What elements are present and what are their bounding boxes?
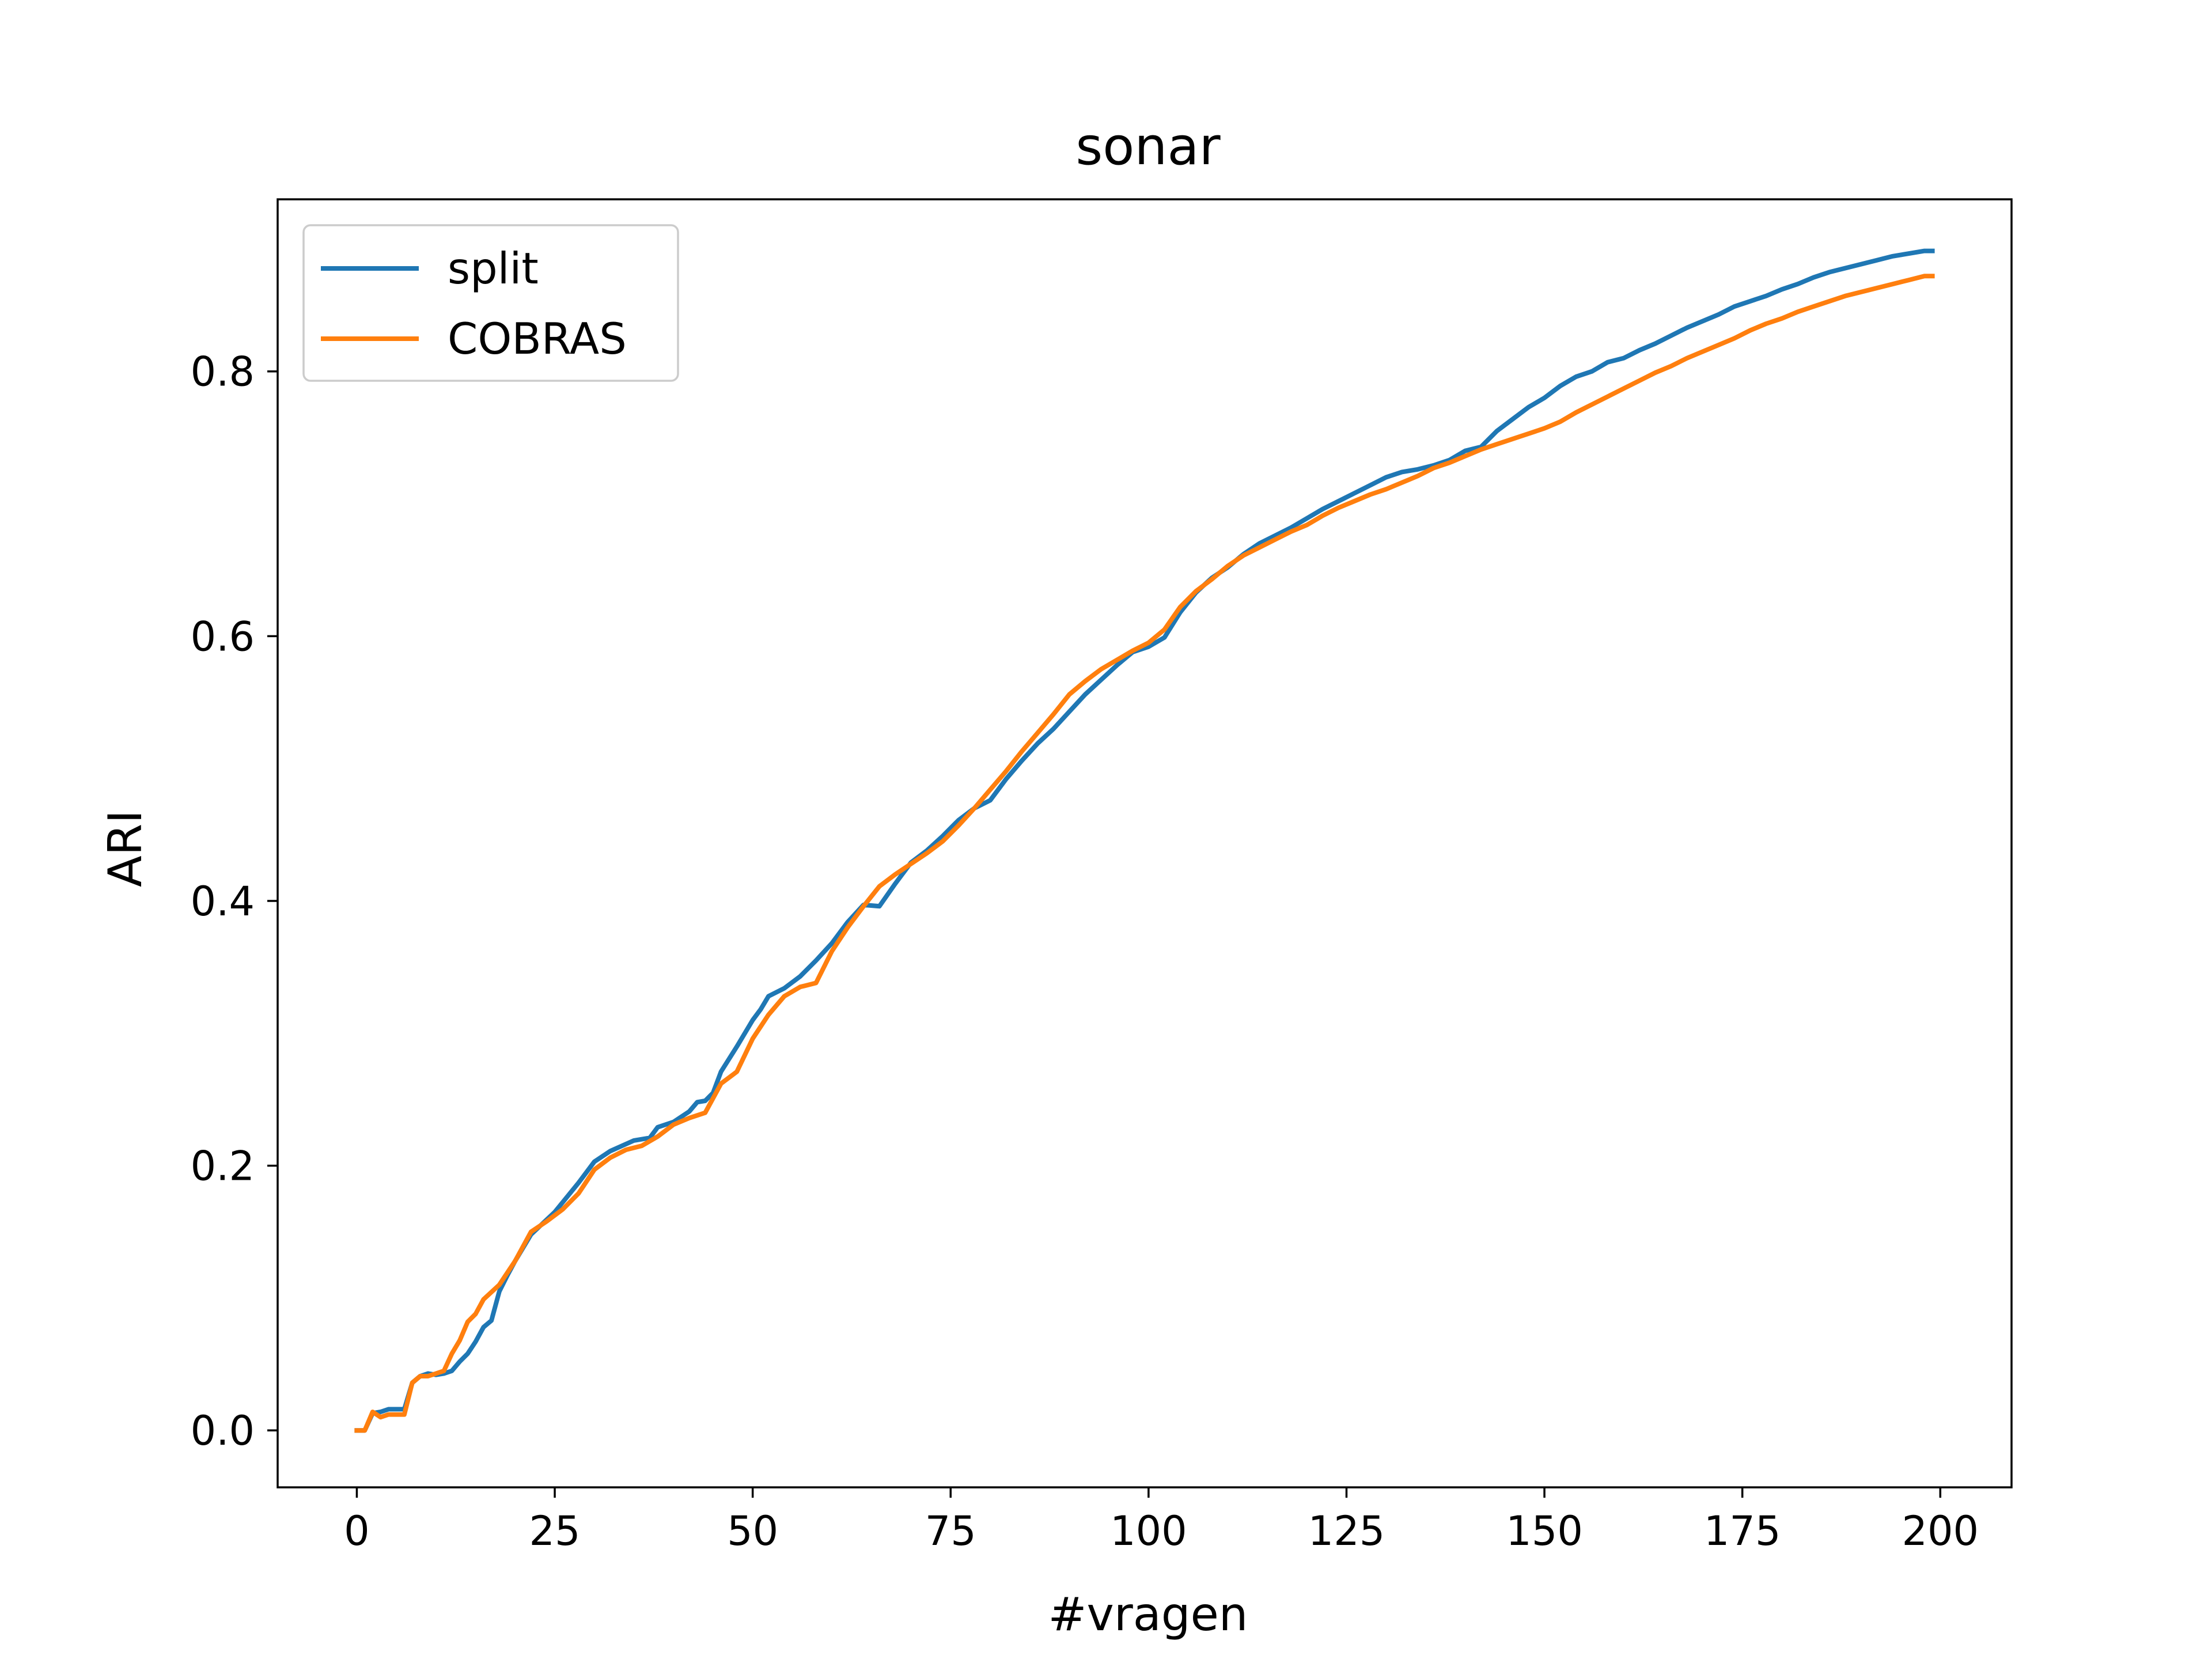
y-axis: 0.0 0.2 0.4 0.6 0.8	[191, 349, 278, 1455]
y-tick-label: 0.4	[191, 878, 255, 925]
legend-box	[302, 224, 679, 382]
x-tick-label: 50	[727, 1508, 778, 1555]
y-tick-label: 0.8	[191, 349, 255, 396]
legend-label-split: split	[448, 243, 539, 294]
plot-area	[276, 198, 2013, 1488]
series-line-cobras	[354, 274, 1935, 1433]
x-tick-label: 200	[1902, 1508, 1979, 1555]
x-axis-label: #vragen	[1048, 1588, 1248, 1641]
x-tick-label: 175	[1704, 1508, 1781, 1555]
plot-frame	[276, 198, 2013, 1488]
y-tick-label: 0.0	[191, 1407, 255, 1455]
y-axis-label: ARI	[99, 810, 152, 887]
x-tick-label: 100	[1110, 1508, 1187, 1555]
x-tick-label: 75	[925, 1508, 976, 1555]
y-tick-label: 0.6	[191, 613, 255, 660]
x-tick-label: 125	[1308, 1508, 1385, 1555]
x-tick-label: 150	[1506, 1508, 1583, 1555]
chart-title: sonar	[1075, 116, 1220, 177]
legend: split COBRAS	[302, 224, 679, 382]
x-axis: 0 25 50 75 100 125 150 175 200	[344, 1487, 1979, 1555]
y-tick-label: 0.2	[191, 1143, 255, 1190]
legend-label-cobras: COBRAS	[448, 313, 627, 364]
x-tick-label: 25	[529, 1508, 581, 1555]
x-tick-label: 0	[344, 1508, 370, 1555]
